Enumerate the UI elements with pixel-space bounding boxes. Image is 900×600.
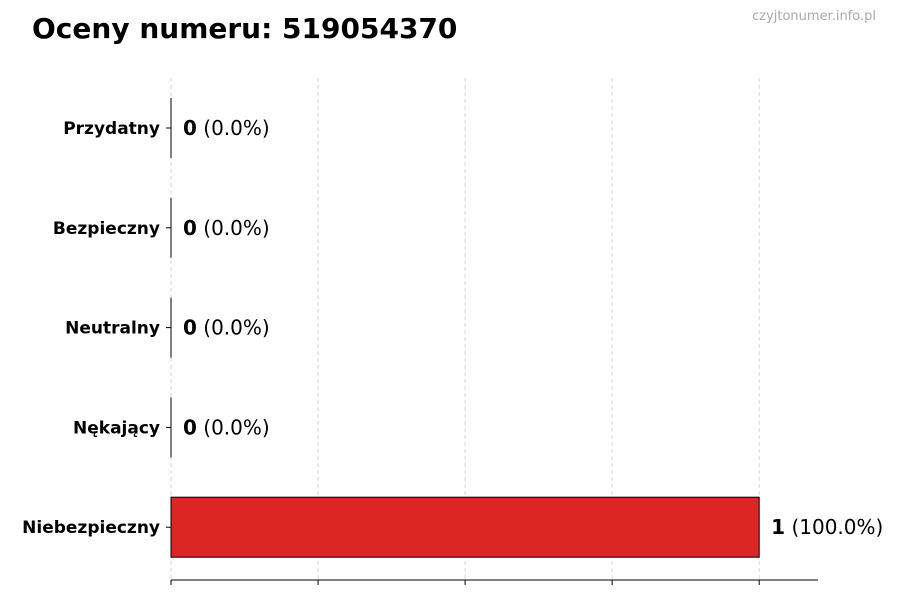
data-label: 1 (100.0%)	[771, 515, 883, 539]
y-tick-label: Niebezpieczny	[22, 518, 160, 538]
y-tick-label: Neutralny	[65, 319, 160, 339]
data-label: 0 (0.0%)	[183, 415, 270, 439]
data-label: 0 (0.0%)	[183, 316, 270, 340]
chart-title: Oceny numeru: 519054370	[32, 12, 458, 45]
y-tick-label: Przydatny	[63, 119, 160, 139]
bar	[170, 496, 760, 558]
y-tick-label: Bezpieczny	[53, 219, 160, 239]
data-label: 0 (0.0%)	[183, 116, 270, 140]
watermark: czyjtonumer.info.pl	[752, 9, 876, 24]
data-label: 0 (0.0%)	[183, 216, 270, 240]
y-tick-label: Nękający	[73, 418, 160, 438]
